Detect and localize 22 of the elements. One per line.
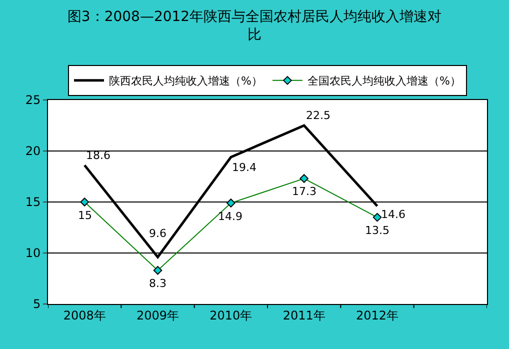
legend-label: 全国农民人均纯收入增速（%） xyxy=(307,74,461,88)
data-label: 13.5 xyxy=(365,224,390,237)
legend-label: 陕西农民人均纯收入增速（%） xyxy=(109,74,262,88)
y-tick-label: 15 xyxy=(25,195,41,210)
data-label: 15 xyxy=(78,209,92,222)
y-tick-label: 10 xyxy=(25,246,41,260)
y-tick-label: 20 xyxy=(25,144,41,158)
data-label: 19.4 xyxy=(232,161,256,174)
x-tick-label: 2009年 xyxy=(136,308,180,322)
y-tick-label: 5 xyxy=(32,297,41,312)
data-label: 14.6 xyxy=(381,208,406,221)
data-label: 17.3 xyxy=(292,185,316,198)
data-label: 9.6 xyxy=(149,227,166,240)
x-tick-label: 2008年 xyxy=(63,308,106,322)
data-label: 8.3 xyxy=(149,277,166,290)
data-label: 22.5 xyxy=(306,109,330,122)
y-tick-label: 25 xyxy=(25,93,41,108)
x-tick-label: 2010年 xyxy=(210,308,252,322)
chart-title: 图3：2008—2012年陕西与全国农村居民人均纯收入增速对比 xyxy=(67,8,442,44)
x-tick-label: 2011年 xyxy=(282,308,326,322)
x-tick-label: 2012年 xyxy=(356,308,399,322)
data-label: 14.9 xyxy=(218,210,242,223)
